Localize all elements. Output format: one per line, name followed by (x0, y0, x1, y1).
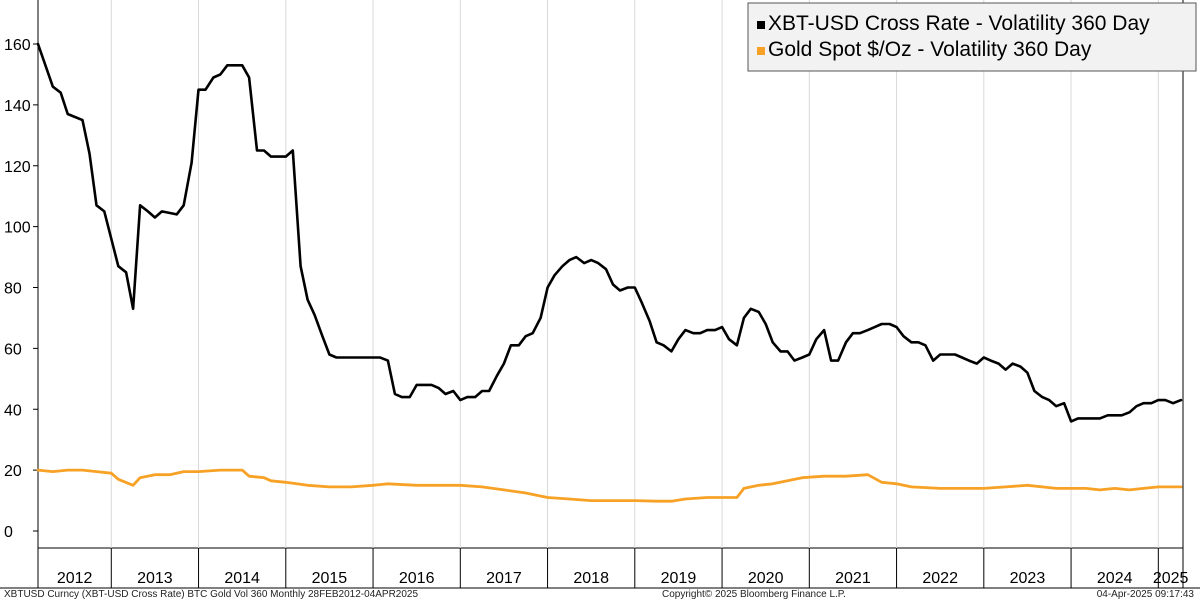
y-tick-label: 80 (4, 281, 22, 298)
x-tick-label: 2019 (661, 570, 697, 587)
legend-box (747, 2, 1197, 72)
footer: XBTUSD Curncy (XBT-USD Cross Rate) BTC G… (0, 588, 1200, 603)
legend-label: Gold Spot $/Oz - Volatility 360 Day (768, 38, 1092, 61)
y-tick-label: 160 (4, 37, 31, 54)
y-tick-label: 120 (4, 159, 31, 176)
series-line-xbt-usd (36, 42, 1183, 423)
x-tick-label: 2015 (312, 570, 348, 587)
legend-label: XBT-USD Cross Rate - Volatility 360 Day (768, 12, 1150, 35)
y-tick-label: 0 (4, 524, 13, 541)
y-tick-label: 20 (4, 463, 22, 480)
y-tick-label: 60 (4, 341, 22, 358)
x-tick-label: 2018 (573, 570, 609, 587)
x-tick-label: 2012 (57, 570, 93, 587)
x-tick-label: 2014 (224, 570, 260, 587)
x-tick-label: 2024 (1097, 570, 1133, 587)
series-line-gold (36, 468, 1183, 503)
y-tick-label: 100 (4, 220, 31, 237)
x-tick-label: 2022 (922, 570, 958, 587)
x-tick-label: 2025 (1153, 570, 1189, 587)
x-tick-label: 2023 (1010, 570, 1046, 587)
legend: XBT-USD Cross Rate - Volatility 360 Day G… (747, 2, 1197, 72)
x-axis: 2012 2013 2014 2015 2016 2017 2018 2019 2020 2021… (57, 548, 1189, 588)
legend-swatch (757, 47, 765, 55)
footer-copyright: Copyright© 2025 Bloomberg Finance L.P. (662, 589, 846, 600)
y-tick-label: 140 (4, 98, 31, 115)
plot-area (36, 42, 1183, 503)
y-tick-label: 40 (4, 402, 22, 419)
x-tick-label: 2021 (835, 570, 871, 587)
x-tick-label: 2013 (137, 570, 173, 587)
x-tick-label: 2017 (486, 570, 522, 587)
x-tick-label: 2020 (748, 570, 784, 587)
footer-timestamp: 04-Apr-2025 09:17:43 (1096, 589, 1194, 600)
footer-source: XBTUSD Curncy (XBT-USD Cross Rate) BTC G… (4, 589, 419, 600)
y-axis: 0 20 40 60 80 100 120 140 160 (4, 37, 38, 541)
legend-swatch (757, 21, 765, 29)
x-tick-label: 2016 (399, 570, 435, 587)
